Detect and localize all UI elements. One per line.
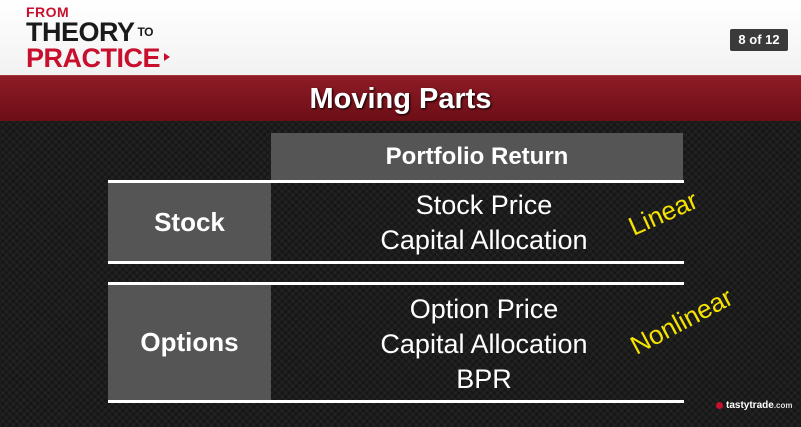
logo-from: FROM xyxy=(26,4,70,20)
cell-line: Stock Price xyxy=(415,190,553,220)
header-bar: FROM THEORY TO PRACTICE 8 of 12 xyxy=(0,0,801,75)
cell-line: Capital Allocation xyxy=(380,329,588,359)
brand-name: tastytrade xyxy=(726,400,774,411)
cell-line: Capital Allocation xyxy=(380,225,588,255)
row-label-stock: Stock xyxy=(108,183,271,261)
cell-line: Option Price xyxy=(409,294,559,324)
page-indicator: 8 of 12 xyxy=(730,29,788,51)
table-divider xyxy=(108,282,684,285)
stock-row-cell: Stock Price Capital Allocation xyxy=(271,188,697,258)
logo-practice: PRACTICE xyxy=(26,43,171,74)
table-divider xyxy=(108,261,684,264)
table-divider xyxy=(108,400,684,403)
cherry-icon xyxy=(716,402,723,409)
play-arrow-icon xyxy=(164,53,171,61)
brand-watermark: tastytrade.com xyxy=(716,400,792,411)
logo-to: TO xyxy=(137,25,154,39)
row-label-options: Options xyxy=(108,285,271,400)
logo-practice-word: PRACTICE xyxy=(26,43,161,73)
cell-line: BPR xyxy=(456,364,512,394)
logo-theory-word: THEORY xyxy=(26,17,135,47)
options-row-cell: Option Price Capital Allocation BPR xyxy=(271,292,697,397)
show-logo: FROM THEORY TO PRACTICE xyxy=(26,4,186,73)
logo-theory: THEORY TO xyxy=(26,17,153,48)
slide-title-bar: Moving Parts xyxy=(0,75,801,122)
table-divider xyxy=(108,180,684,183)
brand-suffix: .com xyxy=(773,401,793,410)
slide-title: Moving Parts xyxy=(309,83,492,115)
column-header: Portfolio Return xyxy=(271,133,683,180)
